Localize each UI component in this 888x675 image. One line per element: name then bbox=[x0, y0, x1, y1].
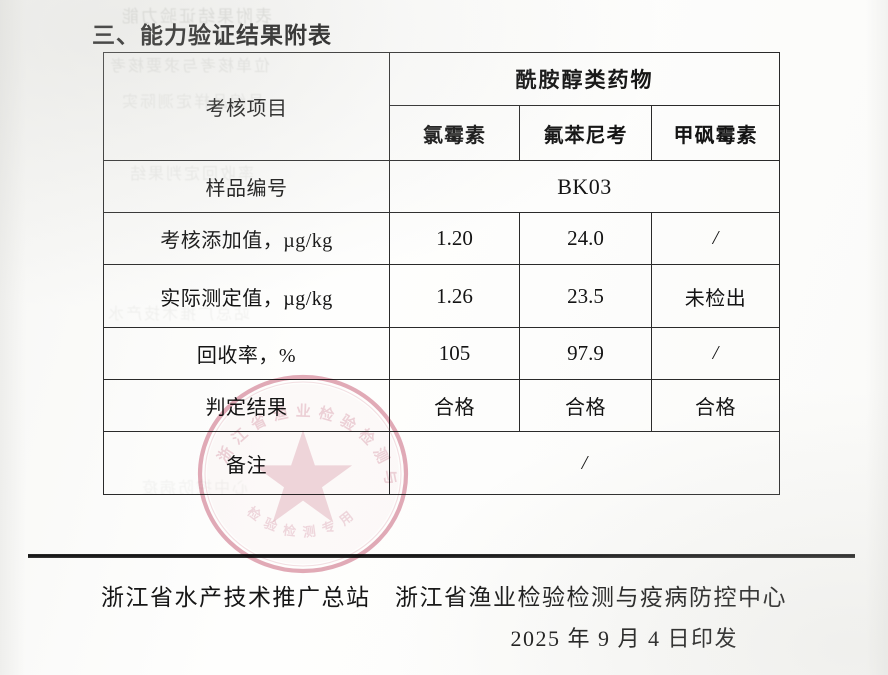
table-row: 备注 / bbox=[103, 431, 781, 495]
header-label-item-column: 考核项目 bbox=[205, 98, 288, 120]
row-value-measured-value-1: 1.26 bbox=[389, 264, 520, 328]
row-label-spiked-value: 考核添加值，µg/kg bbox=[103, 212, 390, 265]
section-heading: 三、能力验证结果附表 bbox=[92, 22, 332, 48]
table-row: 考核添加值，µg/kg 1.20 24.0 / bbox=[103, 212, 781, 265]
header-cell-item-column: 考核项目 bbox=[103, 52, 390, 161]
table-header-row-group: 考核项目 酰胺醇类药物 bbox=[103, 52, 781, 161]
header-label-analyte-1: 氯霉素 bbox=[423, 124, 486, 147]
footer-issuing-organizations: 浙江省水产技术推广总站 浙江省渔业检验检测与疫病防控中心 bbox=[101, 585, 787, 610]
row-label-measured-value: 实际测定值，µg/kg bbox=[103, 264, 390, 328]
row-value-remarks-merged: / bbox=[388, 431, 781, 495]
footer-divider-rule bbox=[28, 554, 855, 558]
svg-text:检验检测专用: 检验检测专用 bbox=[244, 503, 362, 540]
header-cell-analyte-group: 酰胺醇类药物 bbox=[388, 52, 781, 106]
row-value-sample-number-merged: BK03 bbox=[388, 160, 781, 213]
table-row: 样品编号 BK03 bbox=[103, 160, 781, 213]
header-label-analyte-3: 甲砜霉素 bbox=[673, 124, 758, 147]
row-label-remarks: 备注 bbox=[103, 431, 390, 495]
row-value-measured-value-2: 23.5 bbox=[519, 264, 652, 328]
row-label-recovery-rate: 回收率，% bbox=[103, 327, 390, 380]
row-value-judgement-2: 合格 bbox=[519, 379, 652, 432]
row-value-recovery-rate-3: / bbox=[650, 327, 781, 380]
header-label-analyte-group: 酰胺醇类药物 bbox=[515, 69, 654, 92]
header-cell-analyte-2: 氟苯尼考 bbox=[519, 105, 652, 161]
row-label-sample-number: 样品编号 bbox=[103, 160, 390, 213]
table-row: 回收率，% 105 97.9 / bbox=[103, 327, 781, 380]
row-value-spiked-value-1: 1.20 bbox=[389, 212, 520, 265]
row-value-judgement-1: 合格 bbox=[389, 379, 520, 432]
header-label-analyte-2: 氟苯尼考 bbox=[543, 124, 628, 147]
row-value-judgement-3: 合格 bbox=[650, 379, 781, 432]
row-value-spiked-value-3: / bbox=[650, 212, 781, 265]
header-cell-analyte-1: 氯霉素 bbox=[389, 105, 520, 161]
row-value-recovery-rate-2: 97.9 bbox=[519, 327, 652, 380]
table-row: 判定结果 合格 合格 合格 bbox=[103, 379, 781, 432]
row-value-recovery-rate-1: 105 bbox=[389, 327, 520, 380]
row-value-spiked-value-2: 24.0 bbox=[519, 212, 652, 265]
capability-verification-results-table: 考核项目 酰胺醇类药物 氯霉素 氟苯尼考 甲砜霉素 bbox=[103, 52, 781, 495]
table-header-row-analytes: 氯霉素 氟苯尼考 甲砜霉素 bbox=[104, 105, 781, 161]
footer-issue-date: 2025 年 9 月 4 日印发 bbox=[510, 626, 738, 651]
table-row: 实际测定值，µg/kg 1.26 23.5 未检出 bbox=[103, 264, 781, 328]
row-label-judgement: 判定结果 bbox=[103, 379, 390, 432]
header-cell-analyte-3: 甲砜霉素 bbox=[650, 105, 781, 161]
row-value-measured-value-3: 未检出 bbox=[650, 264, 781, 328]
